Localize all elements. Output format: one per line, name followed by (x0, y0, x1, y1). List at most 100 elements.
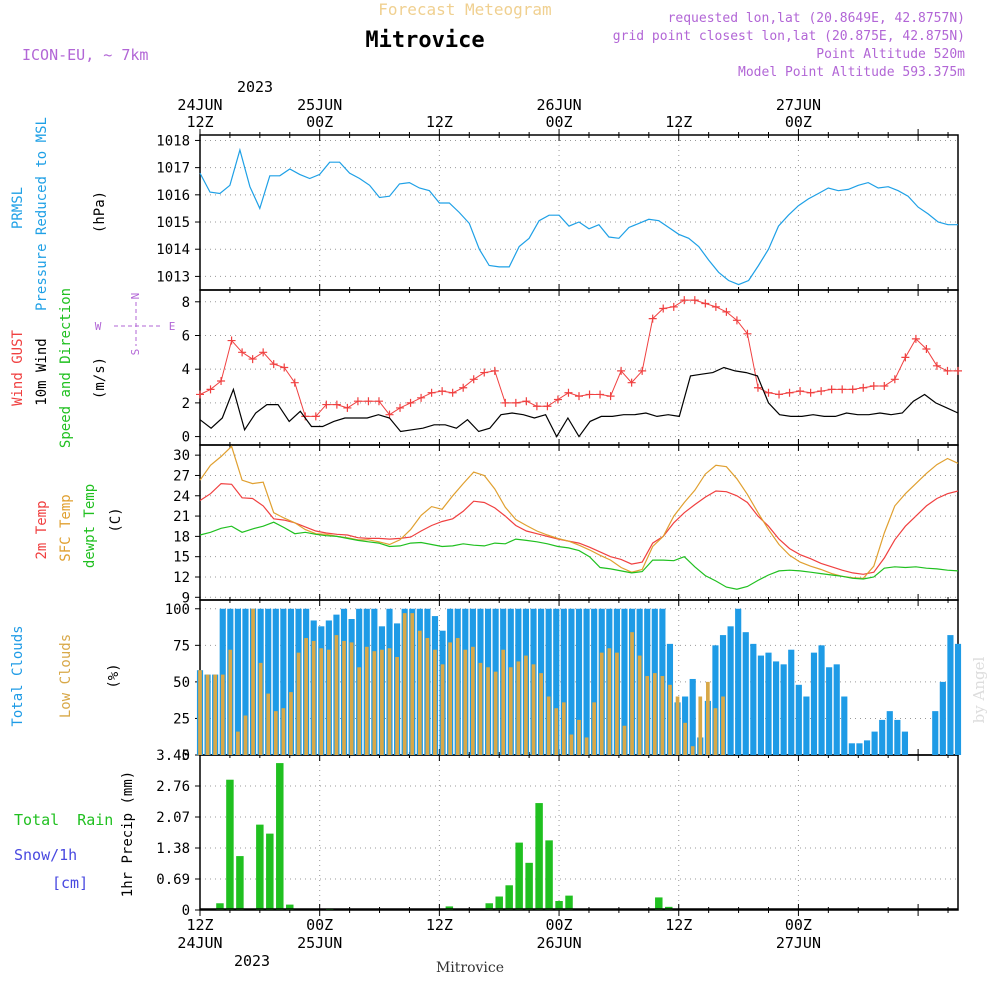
low-cloud-bar (342, 640, 346, 755)
precip-ytick-label: 3.45 (156, 748, 190, 764)
wind-label-dir: Speed and Direction (58, 288, 74, 448)
total-cloud-bar (894, 719, 901, 755)
clouds-ytick-label: 25 (173, 711, 190, 727)
low-cloud-bar (493, 671, 498, 755)
total-cloud-bar (689, 678, 696, 755)
precip-label-cm: [cm] (52, 874, 88, 892)
gust-marker (764, 388, 773, 397)
gust-marker (806, 388, 815, 397)
temp-label-dew: dewpt Temp (82, 484, 98, 568)
total-cloud-bar (856, 743, 863, 755)
low-cloud-bar (531, 664, 536, 755)
gust-marker (511, 398, 520, 407)
total-cloud-bar (545, 608, 552, 755)
temp-panel: 9 12 15 18 21 24 27 30 (173, 444, 959, 606)
cloud-labels: Total Clouds Low Clouds (%) (10, 625, 122, 726)
gust-marker (427, 388, 436, 397)
wind-frame (199, 289, 959, 446)
cloud-unit: (%) (106, 663, 122, 688)
temp-ytick-label: 15 (173, 550, 190, 566)
pressure-panel: 1013 1014 1015 1016 1017 1018 (156, 133, 959, 291)
total-cloud-bar (287, 608, 295, 755)
rain-bar (256, 824, 264, 910)
gust-marker (701, 299, 710, 308)
low-cloud-bar (205, 674, 210, 755)
gust-marker (659, 304, 668, 313)
low-cloud-bar (425, 638, 430, 755)
low-cloud-bar (266, 693, 271, 755)
temp-label-2m: 2m Temp (34, 500, 50, 559)
rain-bar (525, 862, 533, 910)
top-hour-label: 00Z (785, 113, 812, 131)
gust-marker (732, 316, 741, 325)
bottom-year: 2023 (234, 952, 270, 970)
low-cloud-bar (683, 722, 687, 755)
total-cloud-bar (947, 635, 954, 755)
temp-ytick-label: 27 (173, 468, 190, 484)
pressure-ytick-label: 1017 (156, 161, 190, 177)
low-cloud-bar (675, 696, 680, 755)
temp-ytick-label: 21 (173, 509, 190, 525)
gust-marker (596, 390, 605, 399)
low-cloud-bar (372, 651, 377, 755)
total-cloud-bar (719, 635, 727, 755)
compass-e: E (169, 320, 176, 333)
top-hour-label: 00Z (306, 113, 333, 131)
pressure-label-msl: Pressure Reduced to MSL (34, 117, 50, 311)
total-cloud-bar (560, 608, 567, 755)
credit-text: by Angel (970, 656, 988, 723)
gust-marker (627, 378, 636, 387)
low-cloud-bar (607, 648, 612, 755)
total-cloud-bar (780, 664, 787, 755)
gust-marker (722, 307, 731, 316)
forecast-title: Forecast Meteogram (378, 0, 551, 19)
low-cloud-bar (364, 646, 369, 755)
pressure-ytick-label: 1013 (156, 269, 190, 285)
temp-labels: 2m Temp SFC Temp dewpt Temp (C) (34, 484, 124, 568)
low-cloud-bar (220, 674, 225, 755)
gust-marker (869, 382, 878, 391)
total-cloud-bar (568, 608, 575, 755)
wind-ytick-label: 6 (182, 328, 190, 344)
wind-ytick-label: 2 (182, 396, 190, 412)
precip-labels: Total Rain Snow/1h [cm] 1hr Precip (mm) (14, 771, 136, 897)
gust-marker (364, 397, 373, 406)
low-cloud-bar (501, 649, 506, 755)
gust-marker (196, 390, 204, 399)
gust-marker (827, 385, 836, 394)
precip-unit: 1hr Precip (mm) (120, 771, 136, 897)
total-cloud-bar (863, 740, 871, 755)
total-cloud-bar (886, 711, 893, 755)
precip-ytick-label: 0.69 (156, 872, 190, 888)
low-cloud-bar (448, 642, 452, 755)
wind-label-gust: Wind GUST (10, 330, 26, 406)
low-cloud-bar (561, 702, 566, 755)
gust-marker (206, 385, 215, 394)
low-cloud-bar (706, 681, 710, 755)
gust-marker (353, 397, 362, 406)
wind-label-10m: 10m Wind (34, 338, 50, 405)
low-cloud-bar (721, 696, 725, 755)
low-cloud-bar (387, 648, 392, 755)
low-cloud-bar (349, 642, 354, 755)
temp-dewpt-line (199, 521, 959, 590)
precip-label-snow: Snow/1h (14, 846, 77, 864)
low-cloud-bar (599, 652, 604, 755)
low-cloud-bar (380, 649, 384, 755)
low-cloud-bar (440, 664, 445, 755)
rain-bar (266, 833, 274, 910)
gust-marker (459, 383, 468, 392)
location-title: Mitrovice (365, 28, 484, 53)
low-cloud-bar (713, 708, 718, 755)
compass-s: S (129, 349, 142, 356)
total-cloud-bar (712, 645, 719, 755)
low-cloud-bar (524, 655, 528, 755)
total-cloud-bar (788, 649, 795, 755)
gust-marker (785, 388, 794, 397)
low-cloud-bar (478, 662, 483, 755)
gust-marker (469, 375, 478, 384)
wind-unit: (m/s) (92, 357, 108, 399)
rain-bar (445, 906, 454, 910)
low-cloud-bar (402, 613, 407, 755)
